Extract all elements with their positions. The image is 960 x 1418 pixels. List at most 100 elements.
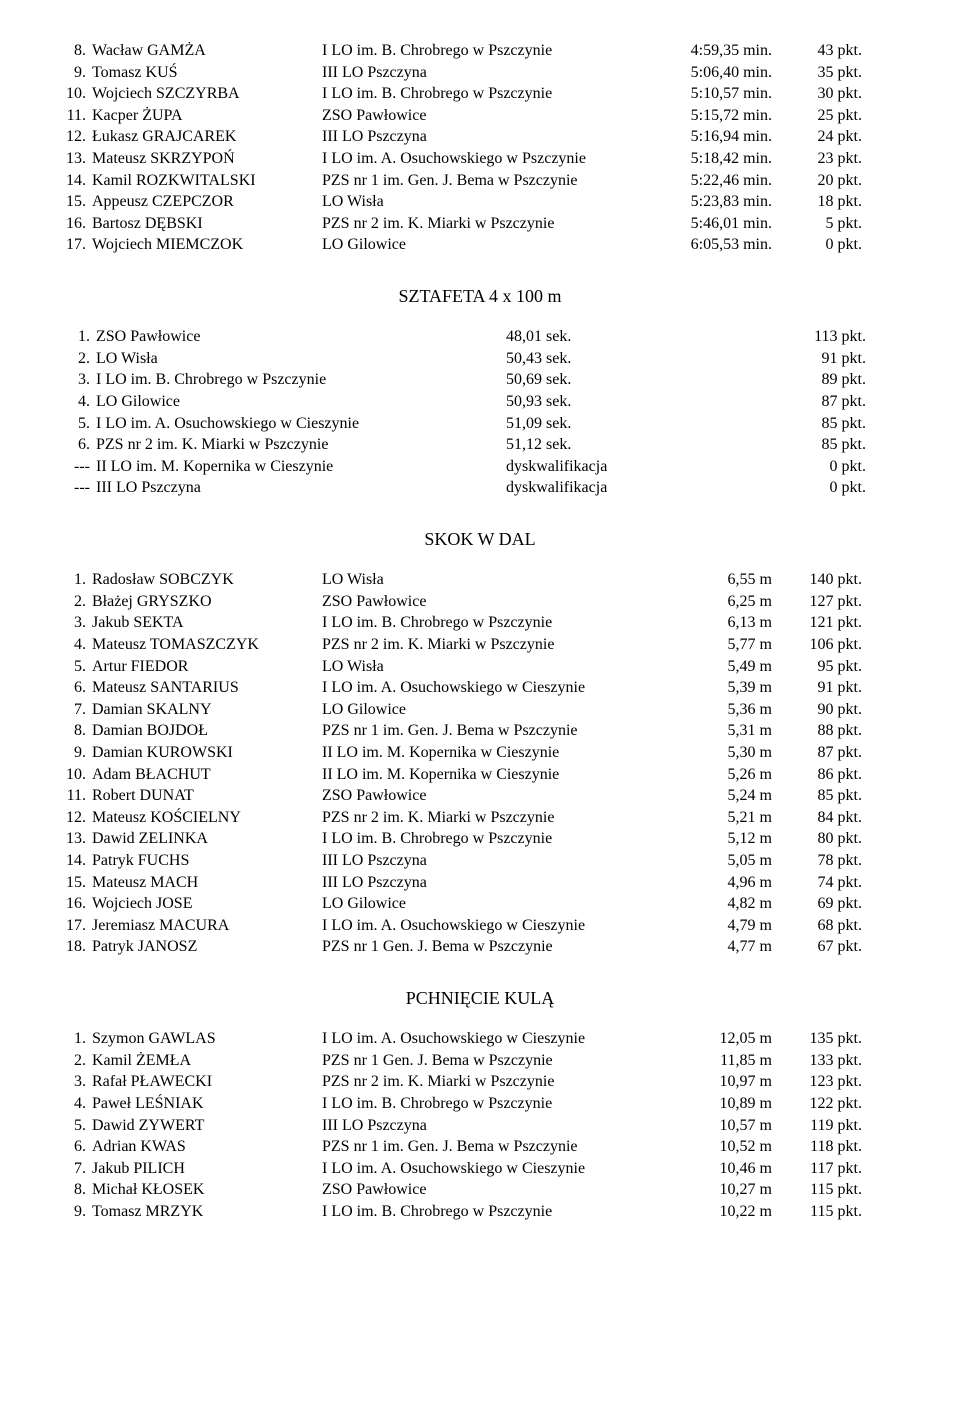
result-value: 10,97 m [662, 1071, 772, 1093]
points: 91 pkt. [706, 348, 866, 370]
result-row: 13.Mateusz SKRZYPOŃI LO im. A. Osuchowsk… [50, 148, 910, 170]
result-row: 7.Jakub PILICHI LO im. A. Osuchowskiego … [50, 1158, 910, 1180]
points: 0 pkt. [706, 456, 866, 478]
athlete-name: Artur FIEDOR [92, 656, 322, 678]
athlete-name: Mateusz MACH [92, 872, 322, 894]
points: 87 pkt. [772, 742, 862, 764]
team-name: LO Gilowice [96, 391, 506, 413]
rank: 4. [50, 391, 96, 413]
relay-row: 2.LO Wisła50,43 sek.91 pkt. [50, 348, 910, 370]
result-row: 1.Szymon GAWLASI LO im. A. Osuchowskiego… [50, 1028, 910, 1050]
athlete-name: Wojciech JOSE [92, 893, 322, 915]
points: 127 pkt. [772, 591, 862, 613]
relay-row: ---III LO Pszczynadyskwalifikacja0 pkt. [50, 477, 910, 499]
result-row: 11.Robert DUNATZSO Pawłowice5,24 m85 pkt… [50, 785, 910, 807]
result-row: 9.Tomasz MRZYKI LO im. B. Chrobrego w Ps… [50, 1201, 910, 1223]
athlete-name: Paweł LEŚNIAK [92, 1093, 322, 1115]
athlete-name: Kacper ŻUPA [92, 105, 322, 127]
rank: 10. [50, 83, 92, 105]
result-value: 5,12 m [662, 828, 772, 850]
result-value: 5,21 m [662, 807, 772, 829]
result-row: 11.Kacper ŻUPAZSO Pawłowice5:15,72 min.2… [50, 105, 910, 127]
school-name: LO Wisła [322, 569, 662, 591]
rank: 3. [50, 612, 92, 634]
points: 91 pkt. [772, 677, 862, 699]
points: 115 pkt. [772, 1179, 862, 1201]
result-row: 3.Rafał PŁAWECKIPZS nr 2 im. K. Miarki w… [50, 1071, 910, 1093]
rank: 4. [50, 1093, 92, 1115]
points: 18 pkt. [772, 191, 862, 213]
school-name: I LO im. B. Chrobrego w Pszczynie [322, 83, 662, 105]
result-row: 8.Michał KŁOSEKZSO Pawłowice10,27 m115 p… [50, 1179, 910, 1201]
rank: 3. [50, 369, 96, 391]
result-row: 6.Adrian KWASPZS nr 1 im. Gen. J. Bema w… [50, 1136, 910, 1158]
athlete-name: Wojciech SZCZYRBA [92, 83, 322, 105]
athlete-name: Kamil ŻEMŁA [92, 1050, 322, 1072]
result-value: 10,89 m [662, 1093, 772, 1115]
points: 85 pkt. [706, 434, 866, 456]
result-value: 5,36 m [662, 699, 772, 721]
points: 123 pkt. [772, 1071, 862, 1093]
rank: 15. [50, 872, 92, 894]
result-value: 10,52 m [662, 1136, 772, 1158]
result-value: 5,24 m [662, 785, 772, 807]
school-name: III LO Pszczyna [322, 126, 662, 148]
relay-results-list: 1.ZSO Pawłowice48,01 sek.113 pkt.2.LO Wi… [50, 326, 910, 499]
points: 140 pkt. [772, 569, 862, 591]
school-name: II LO im. M. Kopernika w Cieszynie [322, 764, 662, 786]
result-row: 16.Bartosz DĘBSKIPZS nr 2 im. K. Miarki … [50, 213, 910, 235]
result-value: 10,27 m [662, 1179, 772, 1201]
rank: 14. [50, 170, 92, 192]
athlete-name: Mateusz TOMASZCZYK [92, 634, 322, 656]
result-value: 5:18,42 min. [662, 148, 772, 170]
points: 78 pkt. [772, 850, 862, 872]
rank: 1. [50, 326, 96, 348]
rank: 1. [50, 1028, 92, 1050]
rank: 8. [50, 1179, 92, 1201]
school-name: PZS nr 1 im. Gen. J. Bema w Pszczynie [322, 1136, 662, 1158]
rank: 16. [50, 213, 92, 235]
athlete-name: Błażej GRYSZKO [92, 591, 322, 613]
school-name: III LO Pszczyna [322, 1115, 662, 1137]
rank: 10. [50, 764, 92, 786]
school-name: PZS nr 2 im. K. Miarki w Pszczynie [322, 634, 662, 656]
result-value: 5:22,46 min. [662, 170, 772, 192]
points: 30 pkt. [772, 83, 862, 105]
rank: 13. [50, 148, 92, 170]
team-name: PZS nr 2 im. K. Miarki w Pszczynie [96, 434, 506, 456]
athlete-name: Dawid ZYWERT [92, 1115, 322, 1137]
result-value: dyskwalifikacja [506, 477, 706, 499]
result-row: 8.Wacław GAMŻAI LO im. B. Chrobrego w Ps… [50, 40, 910, 62]
result-value: 5:23,83 min. [662, 191, 772, 213]
result-row: 4.Paweł LEŚNIAKI LO im. B. Chrobrego w P… [50, 1093, 910, 1115]
result-value: 5,39 m [662, 677, 772, 699]
points: 113 pkt. [706, 326, 866, 348]
athlete-name: Radosław SOBCZYK [92, 569, 322, 591]
result-value: 10,46 m [662, 1158, 772, 1180]
rank: 12. [50, 807, 92, 829]
result-row: 18.Patryk JANOSZPZS nr 1 Gen. J. Bema w … [50, 936, 910, 958]
rank: 13. [50, 828, 92, 850]
result-value: 4,82 m [662, 893, 772, 915]
athlete-name: Damian KUROWSKI [92, 742, 322, 764]
athlete-name: Robert DUNAT [92, 785, 322, 807]
team-name: ZSO Pawłowice [96, 326, 506, 348]
result-value: 6,25 m [662, 591, 772, 613]
athlete-name: Jakub SEKTA [92, 612, 322, 634]
longjump-results-list: 1.Radosław SOBCZYKLO Wisła6,55 m140 pkt.… [50, 569, 910, 958]
result-value: 5,30 m [662, 742, 772, 764]
team-name: II LO im. M. Kopernika w Cieszynie [96, 456, 506, 478]
result-row: 1.Radosław SOBCZYKLO Wisła6,55 m140 pkt. [50, 569, 910, 591]
athlete-name: Patryk FUCHS [92, 850, 322, 872]
school-name: LO Wisła [322, 656, 662, 678]
points: 115 pkt. [772, 1201, 862, 1223]
result-value: 4,79 m [662, 915, 772, 937]
team-name: I LO im. A. Osuchowskiego w Cieszynie [96, 413, 506, 435]
rank: 3. [50, 1071, 92, 1093]
result-row: 3.Jakub SEKTAI LO im. B. Chrobrego w Psz… [50, 612, 910, 634]
shotput-title: PCHNIĘCIE KULĄ [50, 986, 910, 1010]
points: 88 pkt. [772, 720, 862, 742]
result-value: 5:10,57 min. [662, 83, 772, 105]
rank: 9. [50, 1201, 92, 1223]
rank: 16. [50, 893, 92, 915]
